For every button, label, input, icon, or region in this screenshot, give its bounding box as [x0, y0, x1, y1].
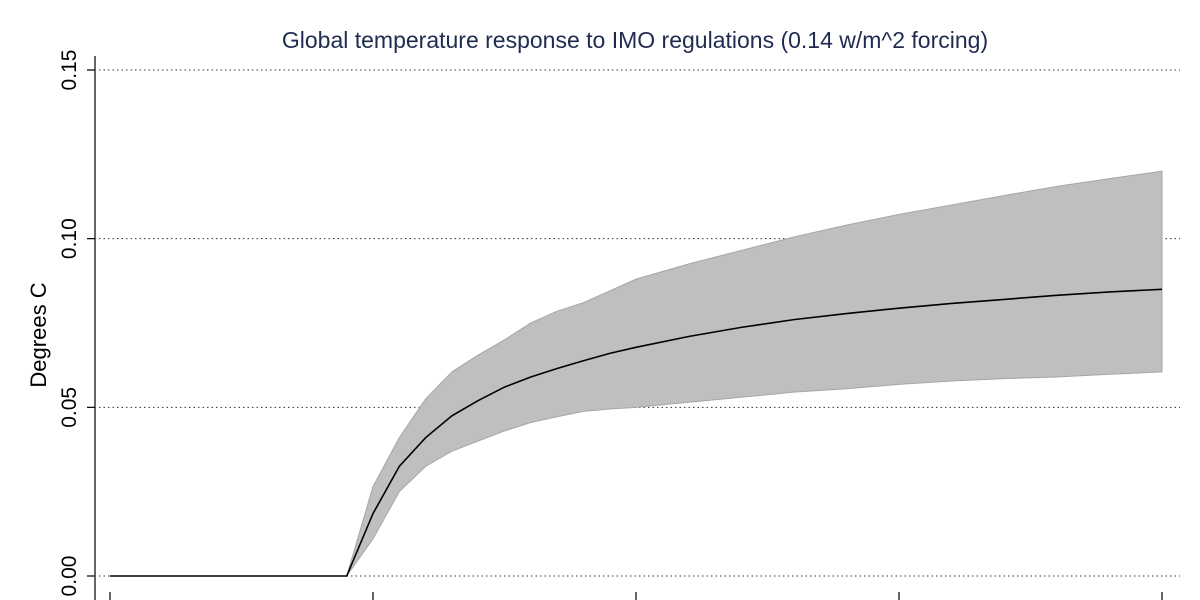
central-estimate-line [110, 288, 1163, 577]
central-estimate [110, 288, 1163, 577]
y-tick-label: 0.15 [58, 50, 81, 91]
gridlines [99, 69, 1180, 577]
y-tick-label: 0.05 [58, 387, 81, 428]
y-axis-label: Degrees C [26, 282, 51, 387]
chart-title: Global temperature response to IMO regul… [282, 27, 988, 53]
uncertainty-band [110, 170, 1163, 577]
confidence-band-area [110, 170, 1163, 577]
y-tick-label: 0.00 [58, 556, 81, 597]
y-axis-ticks: 0.00 0.05 0.10 0.15 [58, 50, 95, 597]
x-axis-ticks [109, 592, 1163, 600]
y-tick-label: 0.10 [58, 218, 81, 259]
